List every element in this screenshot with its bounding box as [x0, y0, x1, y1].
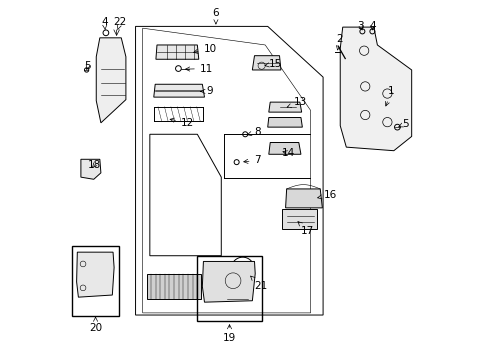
Text: 22: 22	[113, 17, 126, 30]
Text: 17: 17	[297, 222, 314, 236]
Text: 9: 9	[200, 86, 212, 96]
Text: 12: 12	[170, 118, 194, 128]
Text: 11: 11	[185, 64, 213, 73]
Text: 21: 21	[250, 276, 267, 292]
Text: 16: 16	[317, 190, 336, 200]
Text: 3: 3	[357, 21, 364, 31]
Polygon shape	[96, 38, 125, 123]
Text: 19: 19	[223, 325, 236, 343]
Polygon shape	[268, 143, 300, 154]
Polygon shape	[202, 261, 255, 302]
Polygon shape	[268, 102, 301, 112]
Text: 4: 4	[368, 21, 375, 31]
Polygon shape	[340, 27, 411, 151]
Text: 5: 5	[84, 62, 91, 71]
Polygon shape	[267, 117, 302, 127]
Polygon shape	[252, 56, 281, 70]
Text: 10: 10	[193, 44, 216, 54]
Polygon shape	[153, 84, 204, 97]
Polygon shape	[147, 274, 201, 298]
Text: 6: 6	[212, 8, 219, 24]
Polygon shape	[81, 159, 101, 179]
Text: 13: 13	[286, 97, 306, 108]
Text: 18: 18	[88, 160, 101, 170]
Text: 8: 8	[247, 127, 261, 137]
Polygon shape	[285, 189, 322, 208]
Polygon shape	[77, 252, 114, 297]
Text: 5: 5	[398, 118, 408, 129]
Text: 14: 14	[282, 148, 295, 158]
Text: 20: 20	[89, 317, 102, 333]
Text: 2: 2	[336, 34, 343, 50]
Text: 7: 7	[243, 156, 261, 165]
Polygon shape	[282, 209, 316, 229]
Text: 1: 1	[385, 86, 394, 106]
Text: 15: 15	[264, 59, 282, 69]
Text: 4: 4	[101, 17, 107, 30]
Polygon shape	[156, 45, 198, 59]
